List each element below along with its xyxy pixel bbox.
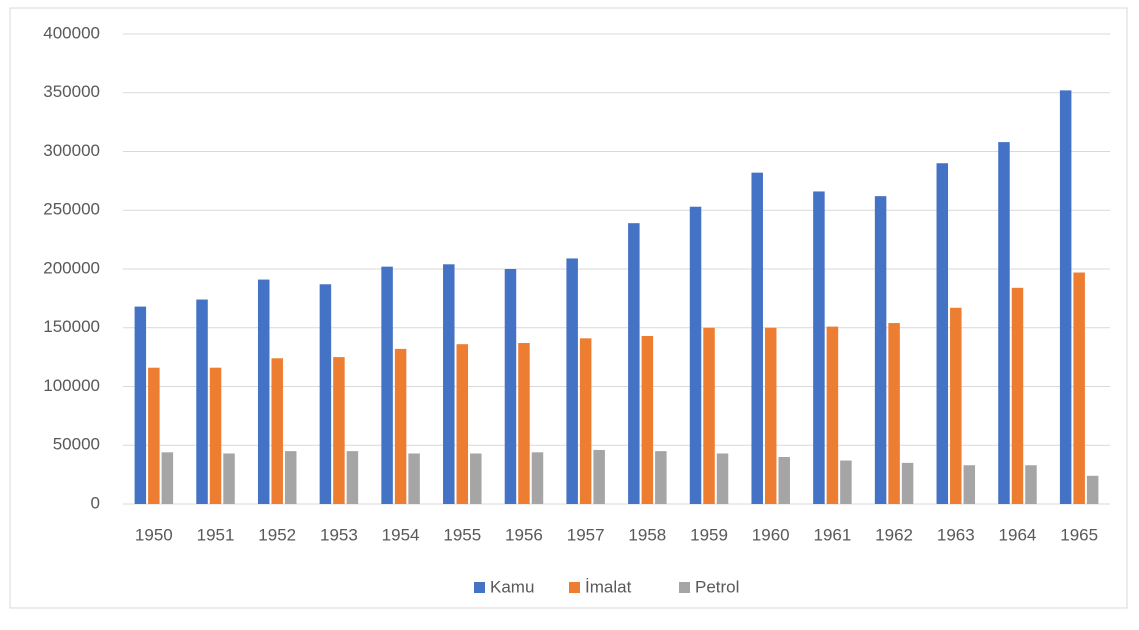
bar [874,196,887,504]
bar [531,452,544,504]
bar [134,306,147,504]
bar [751,172,763,504]
bar [271,358,283,504]
x-tick-label: 1965 [1060,525,1098,544]
bar [333,357,345,504]
bar [593,449,605,504]
bar [566,258,578,504]
y-tick-label: 250000 [43,200,100,219]
bar [936,163,949,504]
bar [778,457,790,504]
x-tick-label: 1953 [320,525,358,544]
y-tick-label: 200000 [43,258,100,277]
bar [628,223,640,505]
bar [716,453,729,504]
bar [641,335,654,504]
x-tick-label: 1950 [135,525,173,544]
bar [257,279,270,504]
bar [950,307,962,504]
x-tick-label: 1957 [567,525,605,544]
bar [381,266,393,504]
bar [655,451,667,504]
x-tick-label: 1956 [505,525,543,544]
x-tick-label: 1959 [690,525,728,544]
x-tick-label: 1951 [197,525,235,544]
bar [346,451,359,504]
x-tick-label: 1962 [875,525,913,544]
x-tick-label: 1952 [258,525,296,544]
legend-label: İmalat [585,577,632,596]
bar [319,284,332,504]
x-tick-label: 1963 [937,525,975,544]
x-tick-label: 1954 [382,525,420,544]
x-tick-label: 1960 [752,525,790,544]
y-tick-label: 300000 [43,141,100,160]
bar [826,326,839,504]
y-tick-label: 50000 [53,435,100,454]
bar [1073,272,1085,504]
bar [689,206,702,504]
x-tick-label: 1961 [813,525,851,544]
bar [813,191,825,504]
bar [764,327,777,504]
bar [579,338,592,504]
bar [963,465,976,504]
bar [1086,475,1099,504]
bar [408,453,420,504]
legend-label: Kamu [490,577,534,596]
bar [840,460,852,504]
legend-label: Petrol [695,577,739,596]
y-tick-label: 350000 [43,82,100,101]
legend-swatch [569,582,580,593]
bar [196,299,208,504]
x-tick-label: 1958 [628,525,666,544]
bar [998,142,1010,504]
x-tick-label: 1964 [999,525,1037,544]
y-tick-label: 400000 [43,23,100,42]
y-tick-label: 0 [91,493,100,512]
bar [148,367,160,504]
bar [888,323,900,504]
bar [161,452,174,504]
y-tick-label: 150000 [43,317,100,336]
bar [443,264,455,504]
bar [284,451,297,504]
bar [394,348,407,504]
legend-swatch [679,582,690,593]
legend-swatch [474,582,485,593]
bar [518,343,530,504]
bar [456,344,469,504]
bar [1011,287,1024,504]
bar [1059,90,1072,505]
bar [901,462,914,504]
x-tick-label: 1955 [443,525,481,544]
bar [1025,465,1037,504]
bar [703,327,715,504]
bar [470,453,482,504]
y-tick-label: 100000 [43,376,100,395]
bar [223,453,235,504]
bar [209,367,222,504]
bar [504,269,517,504]
